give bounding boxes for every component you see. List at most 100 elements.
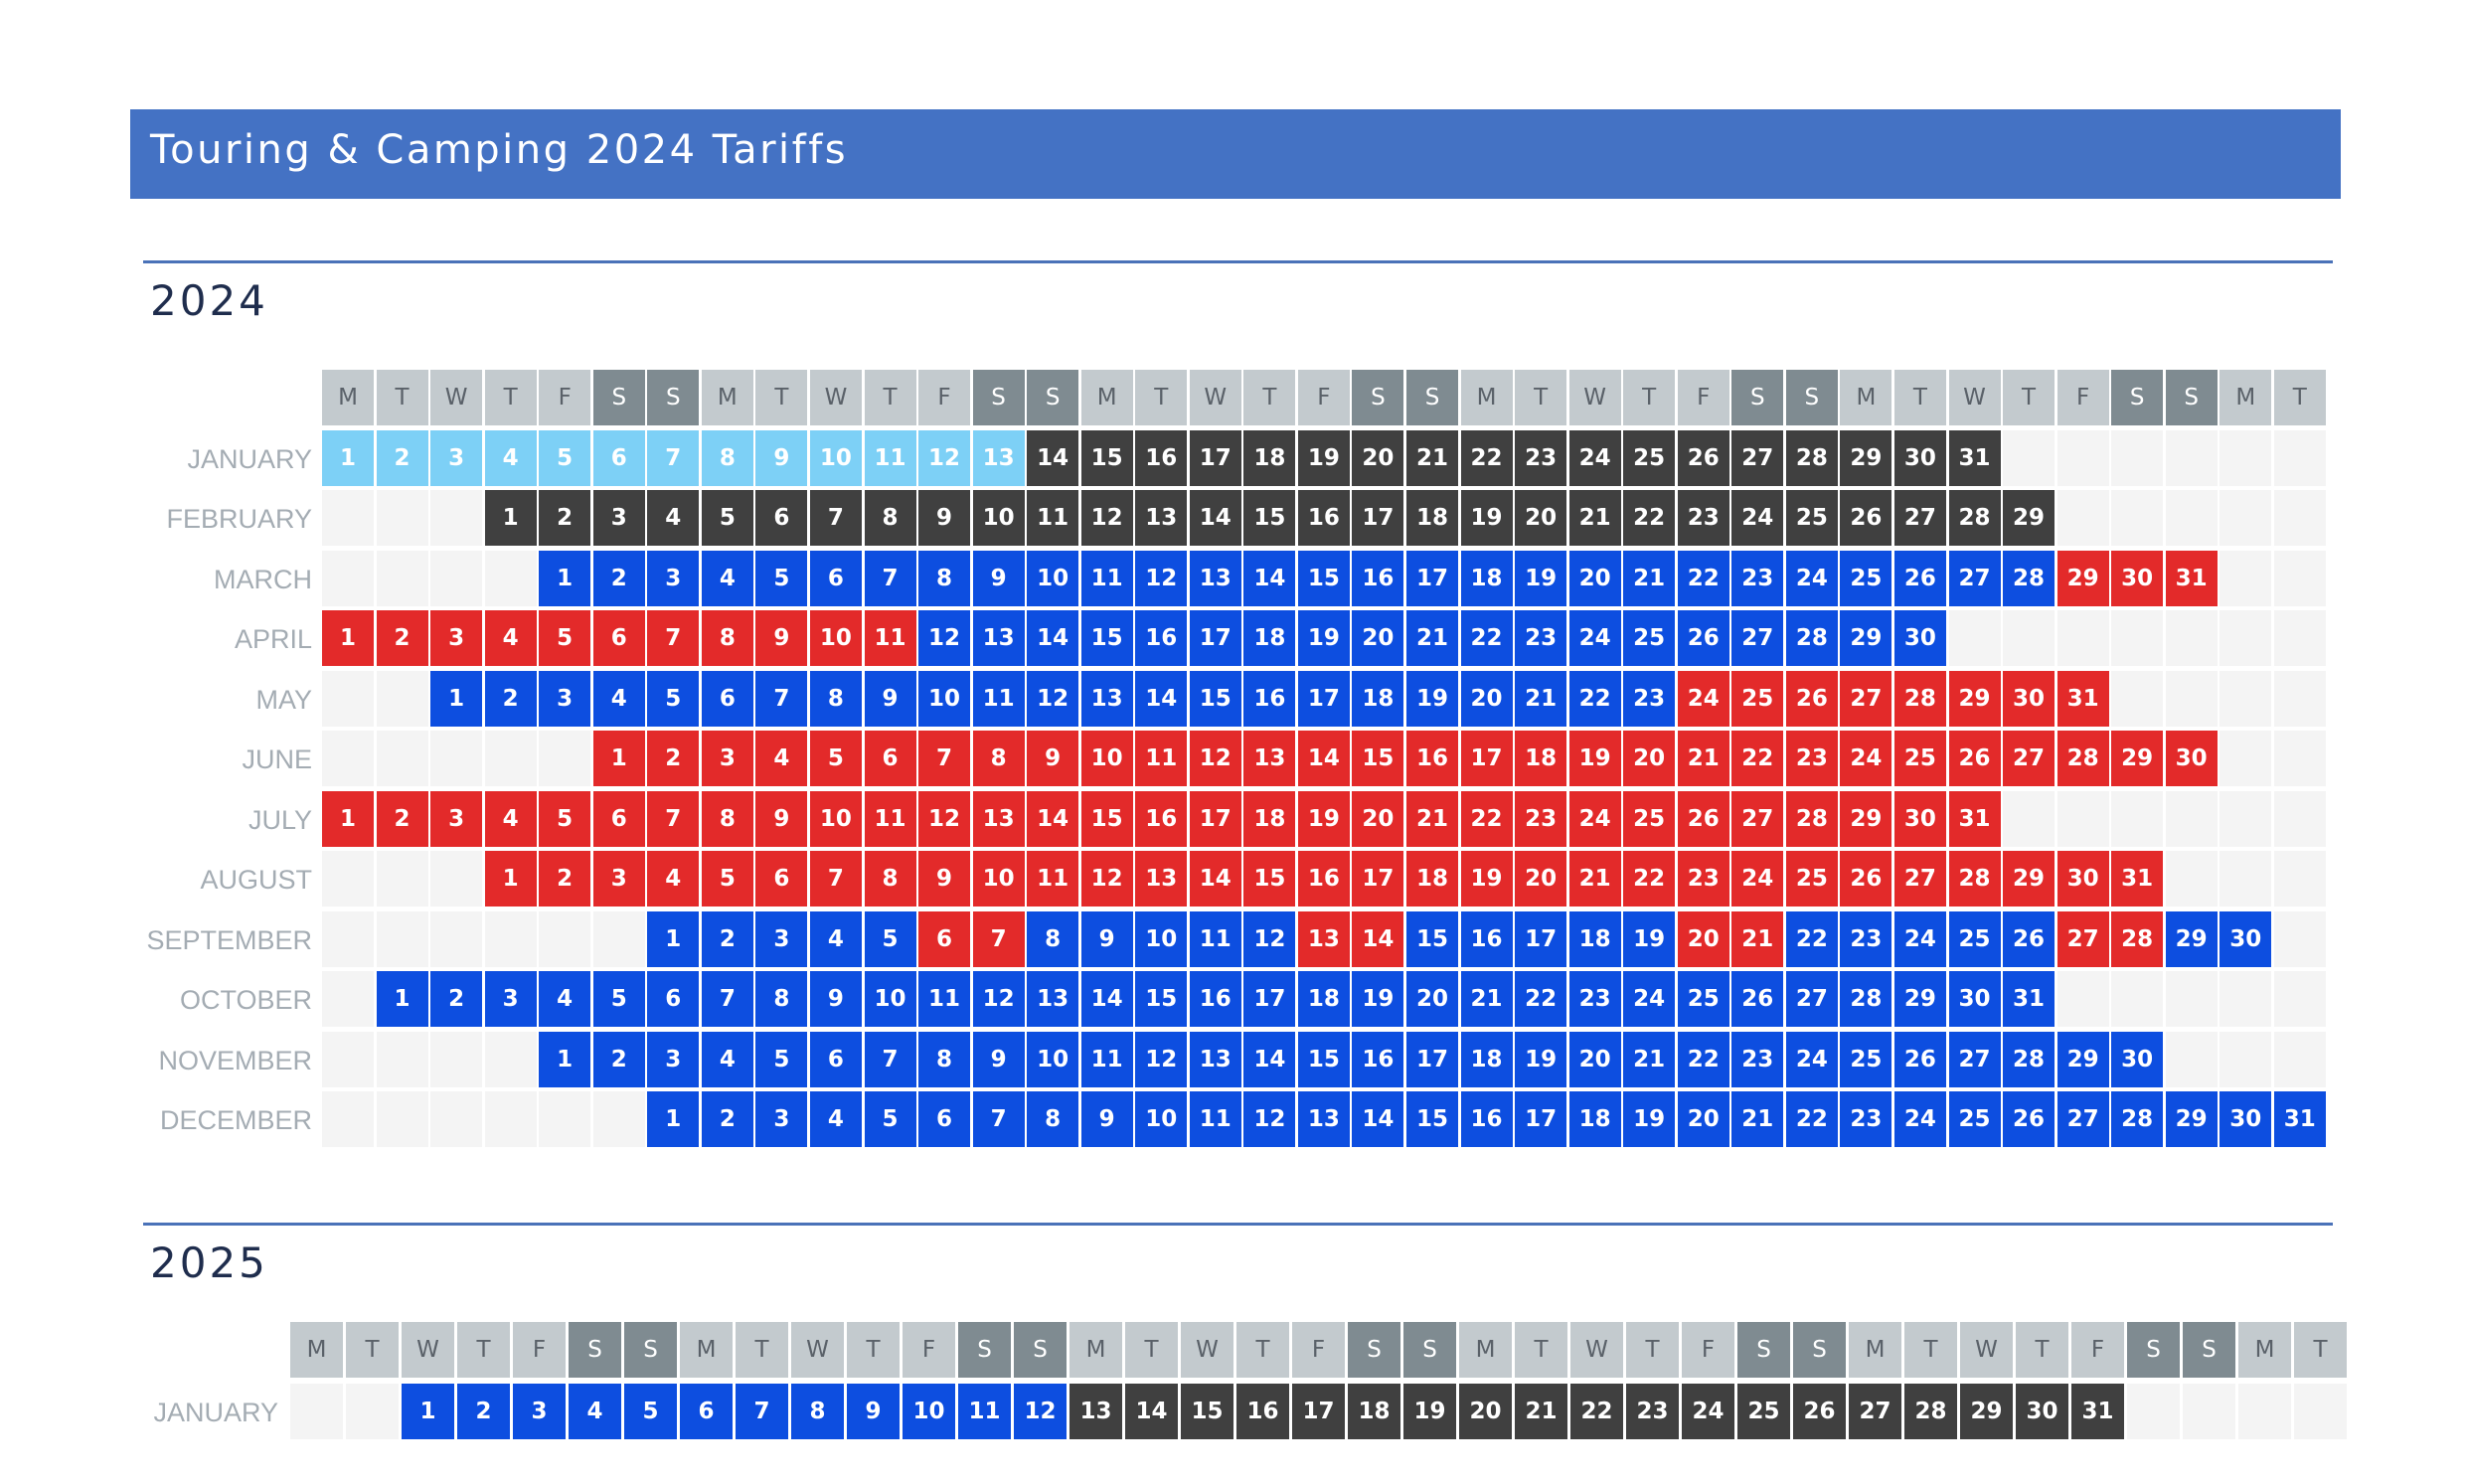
- day-cell: 6: [592, 610, 645, 666]
- day-cell: 11: [1135, 731, 1188, 786]
- day-cell: 12: [1027, 670, 1079, 727]
- weekday-header: W: [1960, 1322, 2013, 1378]
- day-cell: 18: [1460, 550, 1513, 606]
- day-cell: 17: [1292, 1384, 1345, 1439]
- day-cell: 10: [918, 670, 971, 727]
- day-cell: 16: [1189, 971, 1241, 1027]
- day-cell: 10: [809, 790, 862, 847]
- day-cell: 8: [701, 429, 753, 486]
- day-cell: 12: [918, 429, 971, 486]
- day-cell: 27: [1849, 1384, 1901, 1439]
- day-cell: 31: [1948, 790, 2001, 847]
- day-cell: 18: [1243, 610, 1296, 666]
- day-cell: 26: [1785, 670, 1838, 727]
- day-cell: 3: [647, 550, 700, 606]
- day-cell: 27: [1948, 1031, 2001, 1087]
- empty-cell: [1948, 610, 2001, 666]
- day-cell: 6: [809, 550, 862, 606]
- day-cell: 15: [1297, 1031, 1350, 1087]
- day-cell: 11: [1080, 1031, 1133, 1087]
- weekday-header: S: [958, 1322, 1011, 1378]
- empty-cell: [2127, 1384, 2180, 1439]
- day-cell: 30: [2219, 910, 2272, 967]
- day-cell: 9: [755, 429, 808, 486]
- day-cell: 4: [647, 851, 700, 907]
- weekday-header: T: [2016, 1322, 2068, 1378]
- day-cell: 16: [1460, 910, 1513, 967]
- day-cell: 16: [1406, 731, 1458, 786]
- day-cell: 2: [592, 1031, 645, 1087]
- day-cell: 16: [1352, 550, 1404, 606]
- empty-cell: [376, 550, 428, 606]
- day-cell: 14: [1189, 851, 1241, 907]
- day-cell: 24: [1785, 550, 1838, 606]
- page-title: Touring & Camping 2024 Tariffs: [150, 127, 849, 173]
- day-cell: 13: [1243, 731, 1296, 786]
- day-cell: 30: [2003, 670, 2055, 727]
- day-cell: 18: [1568, 1091, 1621, 1147]
- day-cell: 1: [484, 490, 537, 546]
- day-cell: 21: [1460, 971, 1513, 1027]
- day-cell: 7: [864, 1031, 916, 1087]
- weekday-header: T: [1626, 1322, 1679, 1378]
- day-cell: 10: [1027, 1031, 1079, 1087]
- weekday-header: T: [1515, 370, 1567, 425]
- weekday-header: S: [2127, 1322, 2180, 1378]
- day-cell: 6: [809, 1031, 862, 1087]
- day-cell: 16: [1135, 610, 1188, 666]
- day-cell: 19: [1297, 790, 1350, 847]
- day-cell: 22: [1785, 1091, 1838, 1147]
- day-cell: 21: [1406, 610, 1458, 666]
- empty-cell: [2219, 670, 2272, 727]
- weekday-header: S: [592, 370, 645, 425]
- day-cell: 21: [1677, 731, 1729, 786]
- day-cell: 26: [1893, 550, 1946, 606]
- weekday-header: S: [2183, 1322, 2235, 1378]
- day-cell: 31: [2071, 1384, 2124, 1439]
- day-cell: 9: [918, 851, 971, 907]
- day-cell: 23: [1677, 490, 1729, 546]
- day-cell: 26: [1948, 731, 2001, 786]
- day-cell: 4: [647, 490, 700, 546]
- day-cell: 7: [647, 429, 700, 486]
- day-cell: 16: [1135, 429, 1188, 486]
- day-cell: 31: [2003, 971, 2055, 1027]
- day-cell: 5: [624, 1384, 677, 1439]
- day-cell: 2: [701, 910, 753, 967]
- day-cell: 26: [1893, 1031, 1946, 1087]
- day-cell: 5: [539, 610, 591, 666]
- day-cell: 23: [1515, 429, 1567, 486]
- day-cell: 24: [1568, 610, 1621, 666]
- month-label: APRIL: [234, 624, 312, 654]
- day-cell: 28: [1948, 490, 2001, 546]
- weekday-header: S: [647, 370, 700, 425]
- weekday-header: M: [1069, 1322, 1122, 1378]
- day-cell: 4: [755, 731, 808, 786]
- weekday-header: T: [736, 1322, 788, 1378]
- weekday-header: F: [1682, 1322, 1734, 1378]
- empty-cell: [376, 490, 428, 546]
- day-cell: 9: [1080, 1091, 1133, 1147]
- day-cell: 13: [1189, 1031, 1241, 1087]
- day-cell: 11: [918, 971, 971, 1027]
- day-cell: 29: [2003, 490, 2055, 546]
- empty-cell: [2219, 851, 2272, 907]
- empty-cell: [430, 1091, 483, 1147]
- day-cell: 7: [809, 851, 862, 907]
- day-cell: 11: [972, 670, 1025, 727]
- day-cell: 25: [1737, 1384, 1790, 1439]
- day-cell: 6: [864, 731, 916, 786]
- day-cell: 4: [809, 910, 862, 967]
- day-cell: 10: [972, 490, 1025, 546]
- day-cell: 2: [484, 670, 537, 727]
- day-cell: 10: [903, 1384, 955, 1439]
- day-cell: 3: [701, 731, 753, 786]
- month-label: OCTOBER: [179, 985, 312, 1015]
- empty-cell: [2056, 971, 2109, 1027]
- day-cell: 24: [1893, 910, 1946, 967]
- weekday-header: S: [972, 370, 1025, 425]
- day-cell: 21: [1515, 1384, 1567, 1439]
- empty-cell: [430, 1031, 483, 1087]
- day-cell: 24: [1677, 670, 1729, 727]
- empty-cell: [2273, 670, 2326, 727]
